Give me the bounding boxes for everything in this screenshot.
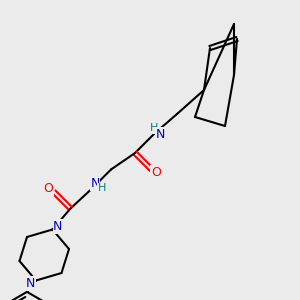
Text: O: O: [43, 182, 53, 196]
Text: N: N: [156, 128, 165, 141]
Text: O: O: [151, 166, 161, 179]
Text: N: N: [26, 277, 35, 290]
Text: N: N: [53, 220, 63, 233]
Text: H: H: [98, 183, 106, 194]
Text: H: H: [150, 123, 158, 133]
Text: N: N: [90, 177, 100, 190]
